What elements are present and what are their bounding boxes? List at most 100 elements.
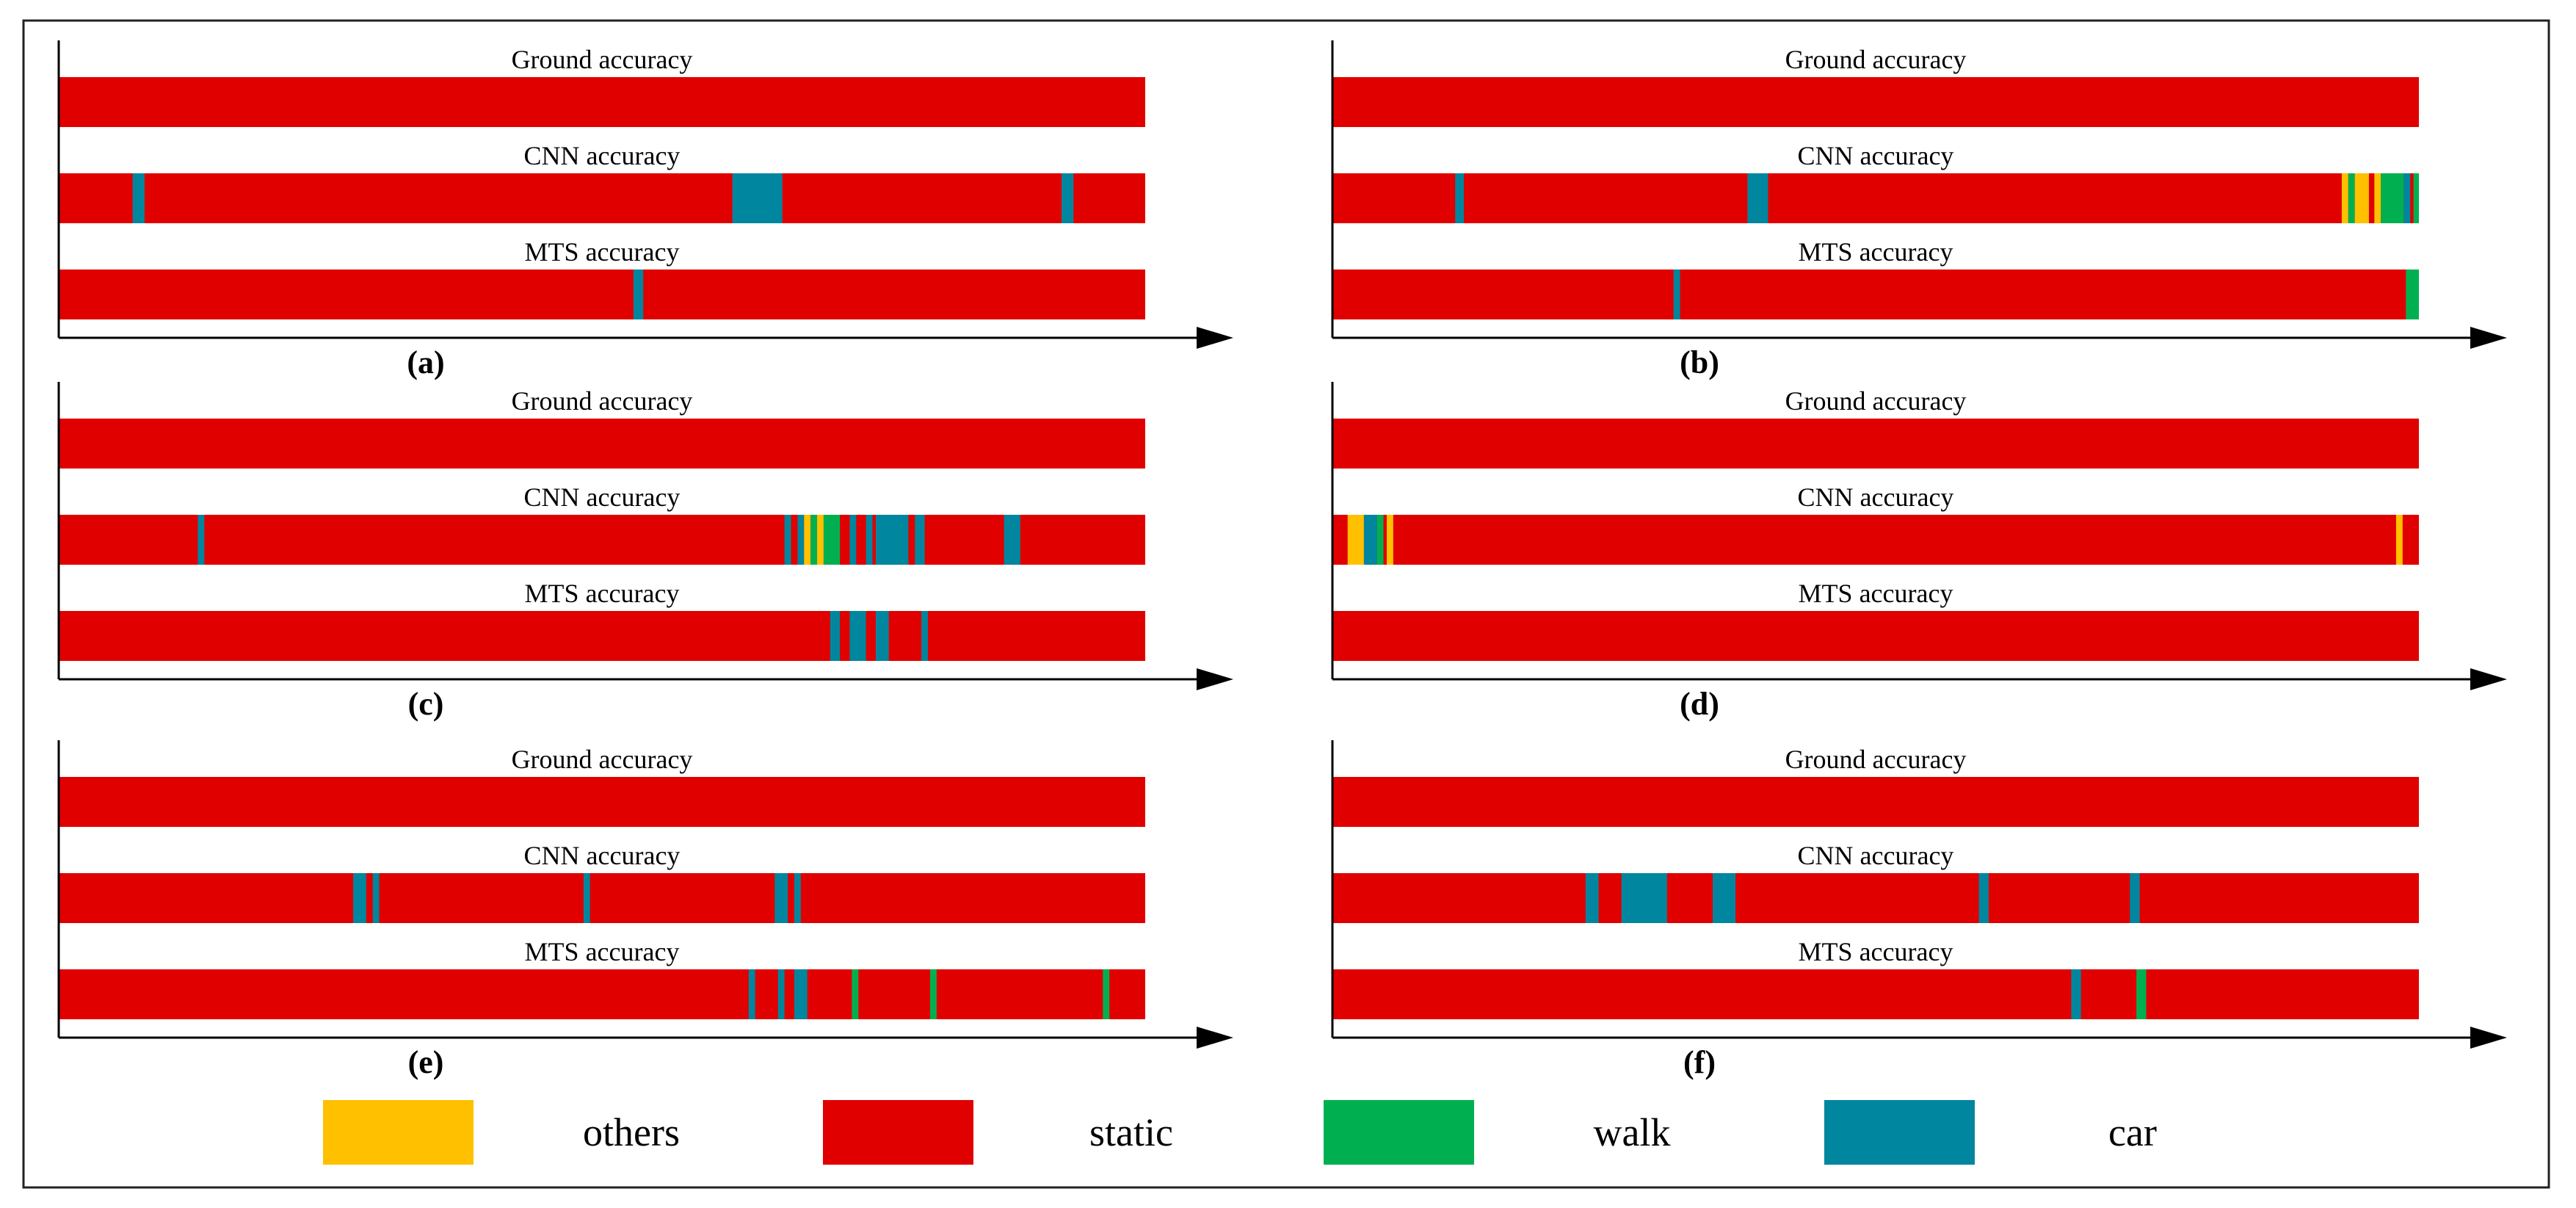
segment-walk — [2390, 173, 2404, 223]
legend-label: others — [583, 1110, 680, 1154]
panel-label: (d) — [1680, 686, 1719, 722]
segment-car — [1713, 873, 1736, 923]
segment-walk — [2348, 173, 2355, 223]
segment-car — [794, 969, 808, 1019]
segment-others — [2395, 515, 2403, 565]
row-label: Ground accuracy — [1785, 45, 1967, 74]
segment-car — [774, 873, 788, 923]
segment-car — [1363, 515, 1377, 565]
panel-label: (c) — [408, 686, 444, 722]
legend-item-walk: walk — [1324, 1100, 1670, 1165]
row-label: Ground accuracy — [512, 386, 693, 416]
segment-walk — [1376, 515, 1384, 565]
panels: Ground accuracy CNN accuracy MTS accuracy (… — [57, 40, 2507, 1080]
row-label: MTS accuracy — [1799, 937, 1953, 966]
segment-car — [849, 515, 857, 565]
legend-item-car: car — [1824, 1100, 2157, 1165]
segment-static — [1332, 611, 2419, 661]
segment-car — [353, 873, 366, 923]
segment-walk — [823, 515, 841, 565]
x-axis-arrow-icon — [2470, 1027, 2507, 1049]
row-label: Ground accuracy — [1785, 386, 1967, 416]
panel-d: Ground accuracy CNN accuracy MTS accuracy (… — [1331, 382, 2507, 722]
legend: others static walk car — [323, 1100, 2157, 1165]
segment-walk — [2406, 270, 2419, 319]
x-axis-arrow-icon — [1197, 668, 1233, 690]
segment-static — [1332, 873, 2419, 923]
legend-swatch — [823, 1100, 973, 1165]
panel-c: Ground accuracy CNN accuracy MTS accuracy (… — [57, 382, 1233, 722]
segment-car — [1585, 873, 1599, 923]
segment-others — [1387, 515, 1393, 565]
segment-car — [372, 873, 380, 923]
segment-car — [583, 873, 590, 923]
segment-car — [633, 270, 644, 319]
segment-car — [1621, 873, 1667, 923]
segment-static — [59, 777, 1145, 827]
segment-car — [1673, 270, 1680, 319]
segment-walk — [2381, 173, 2391, 223]
segment-walk — [852, 969, 859, 1019]
segment-car — [784, 515, 791, 565]
legend-item-static: static — [823, 1100, 1173, 1165]
segment-static — [59, 873, 1145, 923]
legend-swatch — [1324, 1100, 1474, 1165]
row-label: MTS accuracy — [525, 937, 680, 966]
segment-static — [59, 969, 1145, 1019]
legend-label: static — [1089, 1110, 1173, 1154]
row-label: CNN accuracy — [1798, 141, 1954, 170]
segment-car — [1747, 173, 1768, 223]
panel-label: (a) — [407, 344, 444, 380]
panel-label: (b) — [1680, 344, 1719, 380]
segment-static — [59, 173, 1145, 223]
segment-static — [1332, 173, 2419, 223]
segment-car — [2403, 173, 2411, 223]
segment-car — [849, 611, 866, 661]
segment-car — [132, 173, 145, 223]
row-label: CNN accuracy — [524, 141, 681, 170]
row-label: Ground accuracy — [512, 745, 693, 774]
segment-walk — [2413, 173, 2419, 223]
panel-f: Ground accuracy CNN accuracy MTS accuracy (… — [1331, 740, 2507, 1080]
x-axis-arrow-icon — [2470, 327, 2507, 349]
x-axis-arrow-icon — [1197, 1027, 1233, 1049]
legend-label: walk — [1594, 1110, 1671, 1154]
panel-e: Ground accuracy CNN accuracy MTS accuracy (… — [57, 740, 1233, 1080]
segment-car — [875, 515, 909, 565]
row-label: CNN accuracy — [524, 482, 681, 512]
panel-a: Ground accuracy CNN accuracy MTS accuracy (… — [57, 40, 1233, 380]
segment-others — [817, 515, 824, 565]
segment-static — [59, 611, 1145, 661]
row-label: Ground accuracy — [512, 45, 693, 74]
segment-walk — [2136, 969, 2147, 1019]
segment-car — [797, 515, 805, 565]
segment-walk — [929, 969, 937, 1019]
segment-car — [2130, 873, 2140, 923]
segment-car — [777, 969, 785, 1019]
segment-car — [748, 969, 755, 1019]
segment-static — [59, 419, 1145, 469]
segment-static — [1332, 77, 2419, 127]
row-label: CNN accuracy — [1798, 482, 1954, 512]
segment-others — [2374, 173, 2381, 223]
segment-static — [1332, 515, 2419, 565]
segment-car — [1062, 173, 1074, 223]
row-label: MTS accuracy — [525, 579, 680, 608]
row-label: CNN accuracy — [1798, 841, 1954, 870]
segment-car — [732, 173, 783, 223]
segment-car — [1455, 173, 1465, 223]
legend-item-others: others — [323, 1100, 680, 1165]
panel-b: Ground accuracy CNN accuracy MTS accuracy (… — [1331, 40, 2507, 380]
segment-car — [875, 611, 889, 661]
segment-others — [804, 515, 811, 565]
segment-car — [197, 515, 205, 565]
legend-label: car — [2108, 1110, 2157, 1154]
segment-static — [1332, 419, 2419, 469]
legend-swatch — [323, 1100, 474, 1165]
segment-static — [1332, 270, 2419, 319]
legend-swatch — [1824, 1100, 1975, 1165]
panel-label: (e) — [408, 1044, 444, 1080]
segment-car — [1978, 873, 1989, 923]
segment-car — [1004, 515, 1020, 565]
